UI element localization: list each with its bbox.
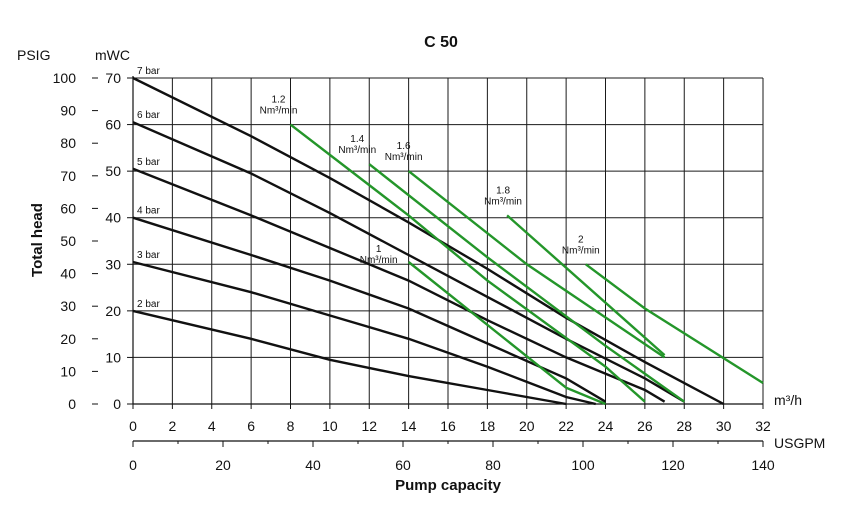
x-tick-label: 24	[598, 418, 614, 434]
mwc-tick-label: 10	[105, 349, 121, 365]
y-axis-title: Total head	[29, 203, 46, 277]
psig-tick-label: 50	[60, 233, 76, 249]
psig-tick-label: 60	[60, 200, 76, 216]
x-tick-label: 22	[558, 418, 574, 434]
x-tick-label: 4	[208, 418, 216, 434]
air-curve-label-top: 2	[578, 234, 584, 245]
psig-tick-label: 40	[60, 266, 76, 282]
mwc-tick-label: 0	[113, 396, 121, 412]
usgpm-tick-label: 100	[571, 457, 595, 473]
x-tick-label: 2	[168, 418, 176, 434]
usgpm-tick-label: 0	[129, 457, 137, 473]
x-tick-label: 16	[440, 418, 456, 434]
air-curve-label-bottom: Nm³/min	[360, 255, 398, 266]
mwc-tick-label: 40	[105, 210, 121, 226]
psig-tick-label: 100	[53, 70, 77, 86]
pressure-curve-label: 6 bar	[137, 110, 160, 121]
y-unit-right: mWC	[95, 47, 130, 63]
x-tick-label: 8	[287, 418, 295, 434]
usgpm-tick-label: 80	[485, 457, 501, 473]
mwc-tick-label: 70	[105, 70, 121, 86]
x-unit-secondary: USGPM	[774, 435, 825, 451]
air-curve-label-top: 1	[376, 244, 382, 255]
mwc-tick-label: 60	[105, 117, 121, 133]
pressure-curve	[132, 167, 666, 403]
grid	[132, 77, 764, 405]
air-curve-label-bottom: Nm³/min	[385, 152, 423, 163]
air-curve-label-bottom: Nm³/min	[562, 245, 600, 256]
pressure-curve-label: 5 bar	[137, 157, 160, 168]
psig-tick-label: 0	[68, 396, 76, 412]
pressure-curve-label: 3 bar	[137, 250, 160, 261]
mwc-tick-label: 50	[105, 163, 121, 179]
psig-tick-label: 30	[60, 298, 76, 314]
usgpm-tick-label: 60	[395, 457, 411, 473]
psig-tick-label: 90	[60, 103, 76, 119]
pressure-curve-label: 4 bar	[137, 206, 160, 217]
x-tick-label: 10	[322, 418, 338, 434]
air-curve-label-top: 1.2	[272, 95, 286, 106]
x-tick-label: 0	[129, 418, 137, 434]
x-tick-label: 18	[480, 418, 496, 434]
psig-tick-label: 20	[60, 331, 76, 347]
air-consumption-curves	[289, 123, 764, 406]
chart-title: C 50	[424, 34, 458, 51]
pressure-curve-label: 2 bar	[137, 299, 160, 310]
pressure-curve	[132, 76, 725, 406]
mwc-tick-label: 30	[105, 256, 121, 272]
air-consumption-curve	[506, 214, 666, 356]
air-curve-label-top: 1.8	[496, 185, 510, 196]
usgpm-tick-label: 120	[661, 457, 685, 473]
x-axis-title: Pump capacity	[395, 477, 502, 494]
x-tick-label: 14	[401, 418, 417, 434]
usgpm-tick-label: 140	[751, 457, 775, 473]
usgpm-tick-label: 40	[305, 457, 321, 473]
air-curve-label-top: 1.4	[350, 134, 364, 145]
air-consumption-curve	[368, 163, 685, 403]
pressure-curve	[132, 216, 607, 403]
x-tick-label: 28	[676, 418, 692, 434]
pressure-curve	[132, 260, 596, 406]
pressure-curve	[132, 309, 567, 406]
pressure-curve	[132, 121, 685, 403]
x-tick-label: 32	[755, 418, 771, 434]
pressure-curves	[132, 76, 725, 406]
air-consumption-curve	[289, 123, 646, 403]
mwc-tick-label: 20	[105, 303, 121, 319]
air-consumption-curve	[407, 261, 606, 406]
x-tick-label: 6	[247, 418, 255, 434]
air-consumption-curve	[407, 170, 666, 359]
psig-tick-label: 70	[60, 168, 76, 184]
pressure-curve-label: 7 bar	[137, 66, 160, 77]
x-tick-label: 12	[361, 418, 377, 434]
x-tick-label: 30	[716, 418, 732, 434]
x-tick-label: 20	[519, 418, 535, 434]
air-curve-label-bottom: Nm³/min	[484, 196, 522, 207]
psig-tick-label: 10	[60, 363, 76, 379]
air-curve-label-bottom: Nm³/min	[338, 145, 376, 156]
psig-tick-label: 80	[60, 135, 76, 151]
x-unit-primary: m³/h	[774, 392, 802, 408]
usgpm-tick-label: 20	[215, 457, 231, 473]
y-unit-left: PSIG	[17, 47, 50, 63]
x-tick-label: 26	[637, 418, 653, 434]
air-curve-label-bottom: Nm³/min	[260, 106, 298, 117]
air-consumption-curve	[585, 263, 764, 385]
air-curve-label-top: 1.6	[397, 141, 411, 152]
